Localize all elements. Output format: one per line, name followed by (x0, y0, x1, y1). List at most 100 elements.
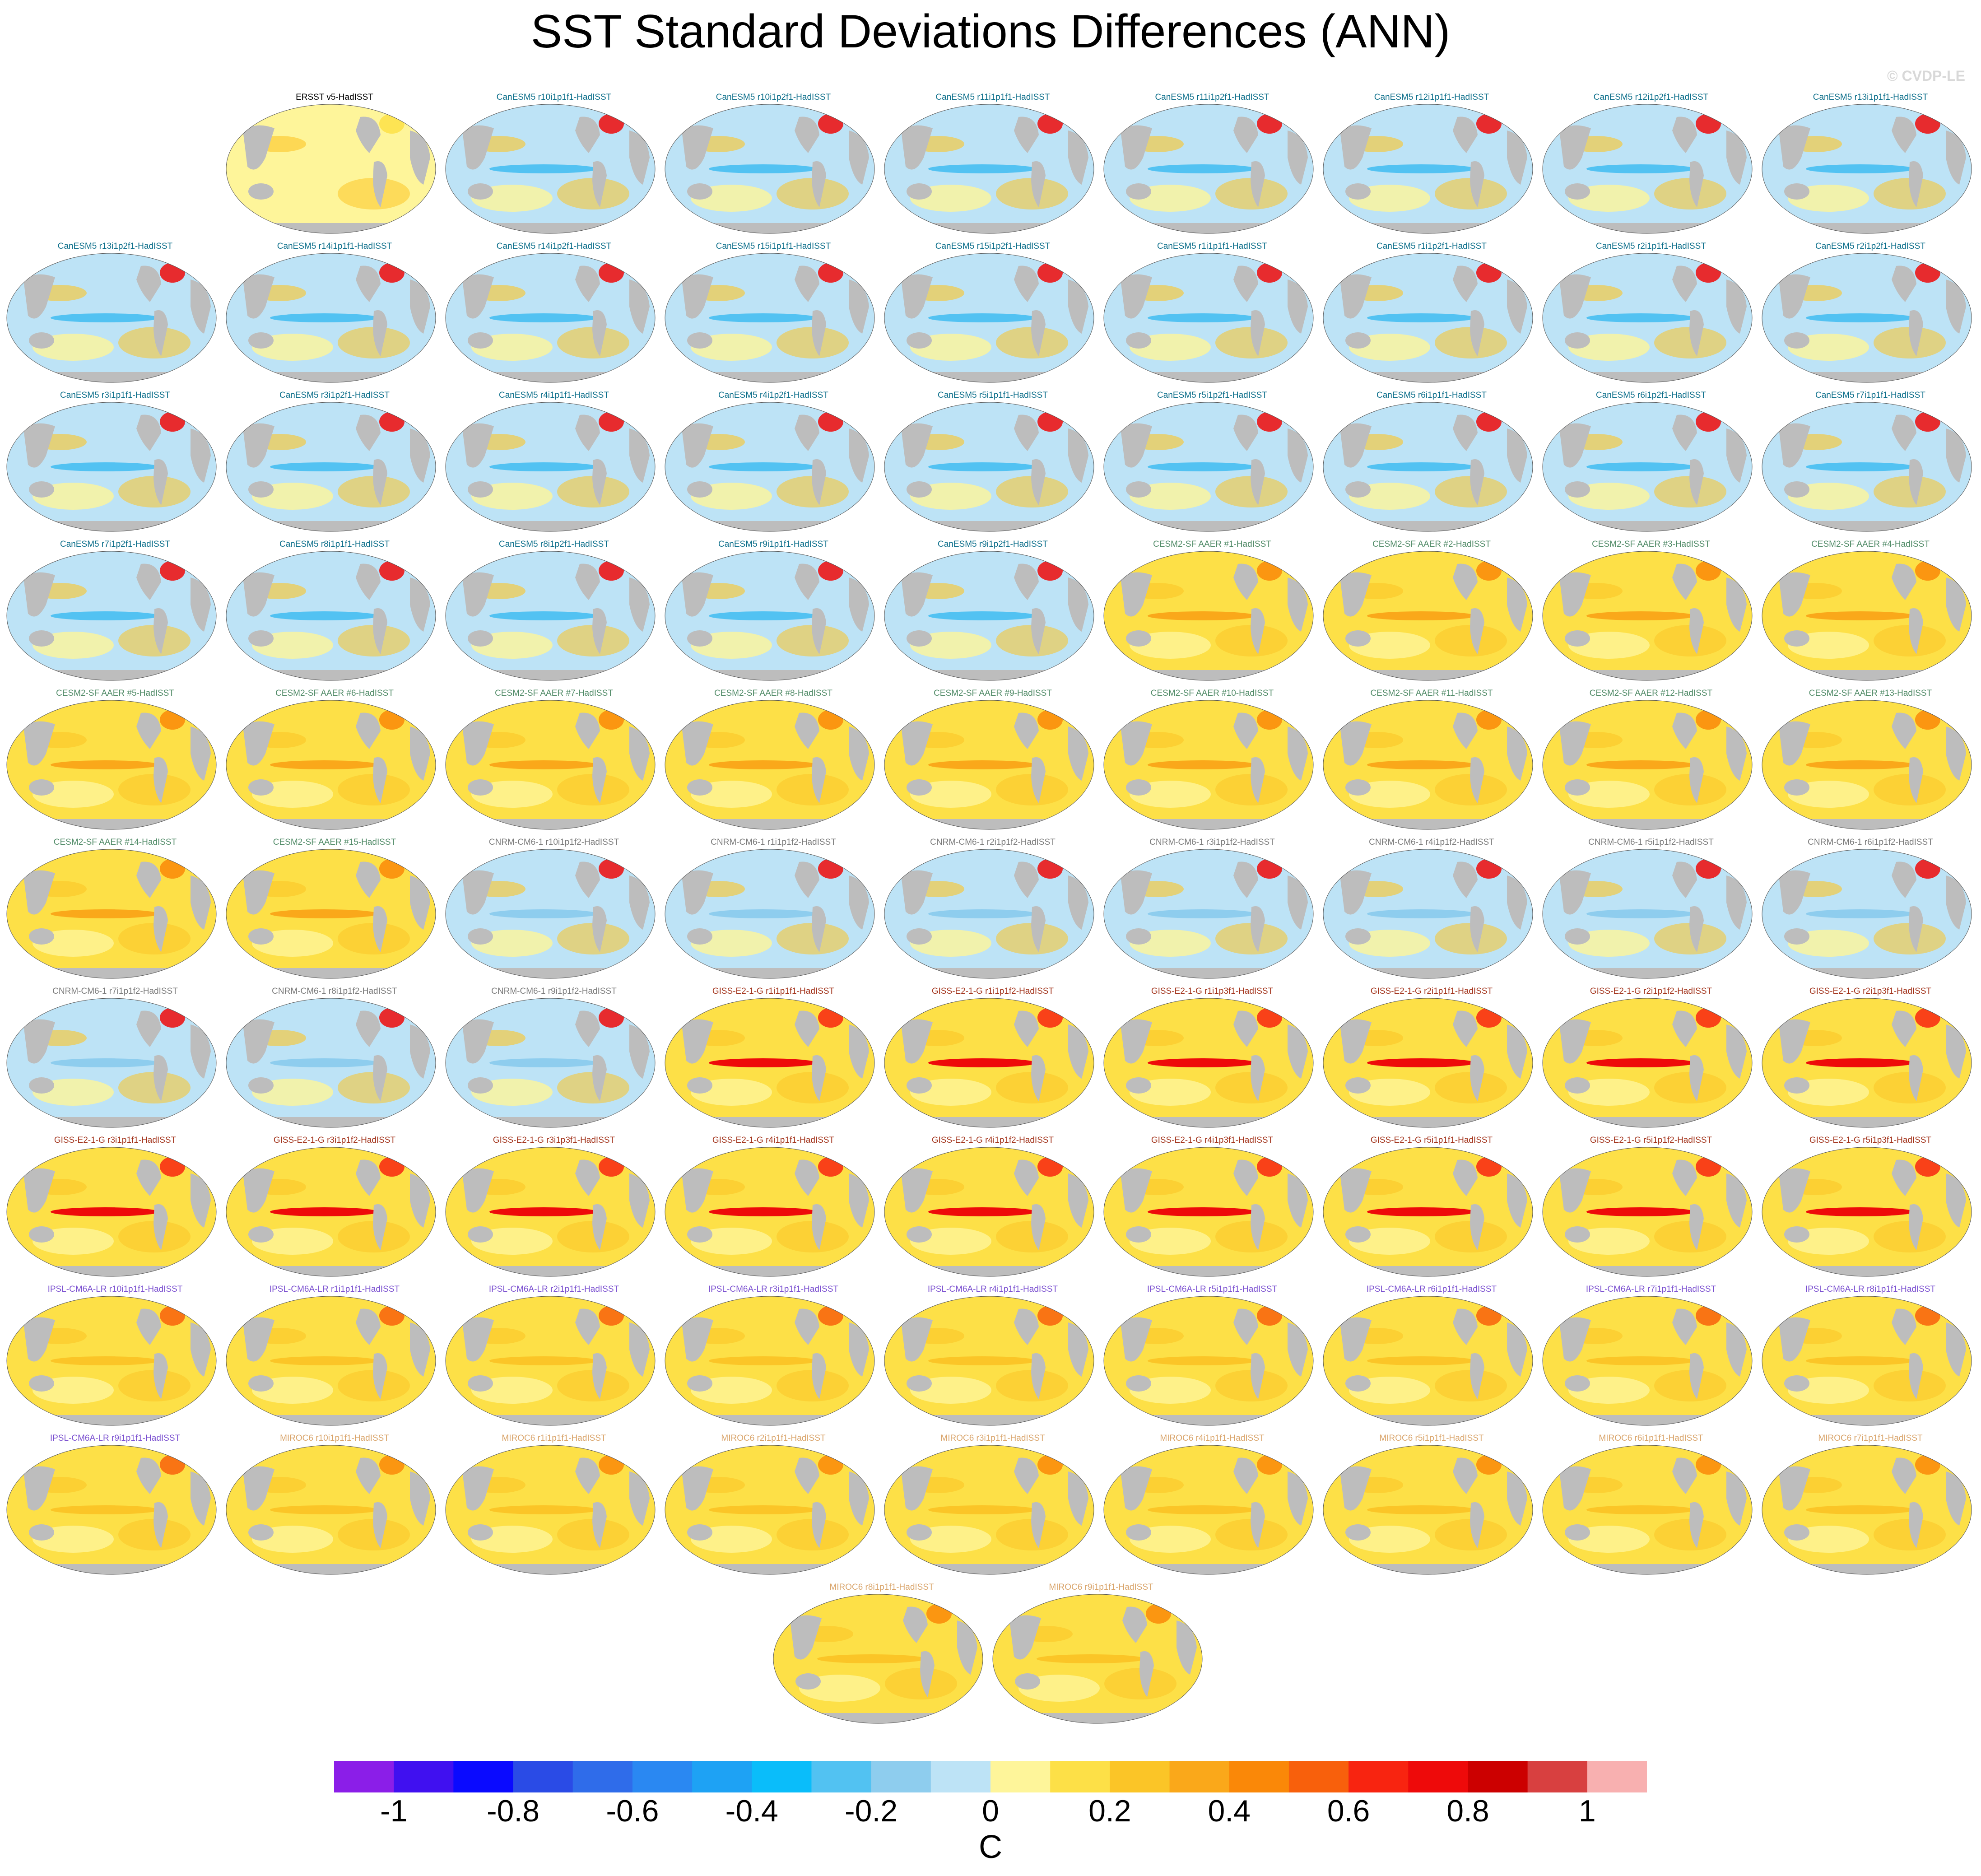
map-panel: IPSL-CM6A-LR r6i1p1f1-HadISST (1322, 1285, 1541, 1429)
colorbar-tick-label: 1 (1578, 1794, 1596, 1828)
panel-title: CNRM-CM6-1 r8i1p1f2-HadISST (272, 987, 397, 996)
panel-title: CanESM5 r1i1p1f1-HadISST (1157, 242, 1267, 251)
map-panel: MIROC6 r10i1p1f1-HadISST (225, 1434, 444, 1578)
panel-title: IPSL-CM6A-LR r7i1p1f1-HadISST (1586, 1285, 1716, 1294)
global-sst-map (445, 1147, 656, 1277)
global-sst-map (1103, 849, 1314, 979)
global-sst-map (226, 551, 436, 681)
panel-title: IPSL-CM6A-LR r3i1p1f1-HadISST (708, 1285, 839, 1294)
panel-title: CanESM5 r2i1p2f1-HadISST (1815, 242, 1925, 251)
map-panel: IPSL-CM6A-LR r2i1p1f1-HadISST (444, 1285, 664, 1429)
map-panel: CNRM-CM6-1 r4i1p1f2-HadISST (1322, 838, 1541, 982)
global-sst-map (1323, 104, 1533, 234)
panel-title: IPSL-CM6A-LR r10i1p1f1-HadISST (47, 1285, 183, 1294)
global-sst-map (884, 998, 1094, 1128)
global-sst-map (1103, 1147, 1314, 1277)
global-sst-map (1542, 253, 1753, 383)
panel-title: GISS-E2-1-G r1i1p1f2-HadISST (931, 987, 1054, 996)
map-panel: CESM2-SF AAER #5-HadISST (5, 689, 225, 833)
map-panel: CESM2-SF AAER #3-HadISST (1541, 540, 1761, 684)
panel-title: GISS-E2-1-G r4i1p1f1-HadISST (712, 1136, 835, 1145)
panel-title: CanESM5 r11i1p2f1-HadISST (1155, 93, 1270, 102)
panel-title: GISS-E2-1-G r4i1p3f1-HadISST (1151, 1136, 1274, 1145)
colorbar-swatch (513, 1761, 573, 1792)
colorbar-tick-label: 0.8 (1446, 1794, 1489, 1828)
map-panel: MIROC6 r9i1p1f1-HadISST (991, 1583, 1211, 1727)
map-panel: CanESM5 r6i1p2f1-HadISST (1541, 391, 1761, 535)
global-sst-map (226, 104, 436, 234)
map-panel: CanESM5 r3i1p2f1-HadISST (225, 391, 444, 535)
global-sst-map (884, 104, 1094, 234)
map-panel: GISS-E2-1-G r1i1p3f1-HadISST (1102, 987, 1322, 1131)
panel-title: CanESM5 r11i1p1f1-HadISST (935, 93, 1050, 102)
map-panel: CanESM5 r15i1p2f1-HadISST (883, 242, 1102, 386)
global-sst-map (665, 551, 875, 681)
global-sst-map (1542, 700, 1753, 830)
colorbar-swatch (871, 1761, 931, 1792)
global-sst-map (1762, 1147, 1972, 1277)
global-sst-map (6, 402, 217, 532)
map-panel: CESM2-SF AAER #15-HadISST (225, 838, 444, 982)
map-panel: GISS-E2-1-G r2i1p1f1-HadISST (1322, 987, 1541, 1131)
panel-title: CESM2-SF AAER #12-HadISST (1589, 689, 1713, 698)
map-panel: GISS-E2-1-G r4i1p1f1-HadISST (664, 1136, 883, 1280)
panel-title: CESM2-SF AAER #9-HadISST (934, 689, 1052, 698)
global-sst-map (226, 1296, 436, 1426)
panel-title: CESM2-SF AAER #6-HadISST (275, 689, 394, 698)
global-sst-map (884, 551, 1094, 681)
panel-title: CESM2-SF AAER #10-HadISST (1150, 689, 1274, 698)
map-panel: CNRM-CM6-1 r9i1p1f2-HadISST (444, 987, 664, 1131)
map-panel: CNRM-CM6-1 r6i1p1f2-HadISST (1761, 838, 1980, 982)
global-sst-map (884, 1296, 1094, 1426)
global-sst-map (665, 700, 875, 830)
colorbar-tick-label: -0.4 (725, 1794, 778, 1828)
map-panel: CESM2-SF AAER #13-HadISST (1761, 689, 1980, 833)
colorbar-swatch (1349, 1761, 1409, 1792)
global-sst-map (1762, 1296, 1972, 1426)
map-panel: MIROC6 r2i1p1f1-HadISST (664, 1434, 883, 1578)
map-panel: CanESM5 r3i1p1f1-HadISST (5, 391, 225, 535)
panel-title: CESM2-SF AAER #7-HadISST (495, 689, 613, 698)
global-sst-map (6, 1445, 217, 1575)
panel-title: CanESM5 r4i1p2f1-HadISST (718, 391, 828, 400)
panel-title: CanESM5 r5i1p1f1-HadISST (938, 391, 1048, 400)
colorbar-swatch (990, 1761, 1051, 1792)
map-panel: CESM2-SF AAER #8-HadISST (664, 689, 883, 833)
colorbar-swatch (930, 1761, 991, 1792)
panel-title: CanESM5 r9i1p2f1-HadISST (938, 540, 1048, 549)
global-sst-map (665, 1445, 875, 1575)
global-sst-map (1103, 551, 1314, 681)
colorbar-swatch (752, 1761, 812, 1792)
map-panel: CanESM5 r12i1p2f1-HadISST (1541, 93, 1761, 237)
global-sst-map (1103, 700, 1314, 830)
map-panel: CanESM5 r7i1p1f1-HadISST (1761, 391, 1980, 535)
colorbar-swatch (453, 1761, 514, 1792)
global-sst-map (1542, 998, 1753, 1128)
global-sst-map (226, 849, 436, 979)
map-panel: IPSL-CM6A-LR r5i1p1f1-HadISST (1102, 1285, 1322, 1429)
map-panel: GISS-E2-1-G r2i1p1f2-HadISST (1541, 987, 1761, 1131)
global-sst-map (1103, 402, 1314, 532)
map-panel: CNRM-CM6-1 r1i1p1f2-HadISST (664, 838, 883, 982)
panel-title: CESM2-SF AAER #13-HadISST (1809, 689, 1932, 698)
map-panel: GISS-E2-1-G r1i1p1f1-HadISST (664, 987, 883, 1131)
colorbar-swatch (1050, 1761, 1110, 1792)
panel-title: CanESM5 r15i1p1f1-HadISST (716, 242, 831, 251)
panel-title: CNRM-CM6-1 r3i1p1f2-HadISST (1149, 838, 1275, 847)
global-sst-map (1542, 1147, 1753, 1277)
global-sst-map (1762, 551, 1972, 681)
global-sst-map (6, 551, 217, 681)
map-panel: IPSL-CM6A-LR r10i1p1f1-HadISST (5, 1285, 225, 1429)
panel-title: CESM2-SF AAER #8-HadISST (714, 689, 832, 698)
global-sst-map (884, 402, 1094, 532)
map-panel: CanESM5 r10i1p1f1-HadISST (444, 93, 664, 237)
panel-title: CanESM5 r9i1p1f1-HadISST (718, 540, 828, 549)
panel-title: GISS-E2-1-G r2i1p1f1-HadISST (1370, 987, 1493, 996)
global-sst-map (1762, 1445, 1972, 1575)
global-sst-map (1542, 1445, 1753, 1575)
colorbar-swatch (1229, 1761, 1289, 1792)
panel-title: CanESM5 r6i1p2f1-HadISST (1596, 391, 1706, 400)
colorbar (334, 1761, 1647, 1792)
map-panel: CESM2-SF AAER #2-HadISST (1322, 540, 1541, 684)
map-panel: GISS-E2-1-G r2i1p3f1-HadISST (1761, 987, 1980, 1131)
